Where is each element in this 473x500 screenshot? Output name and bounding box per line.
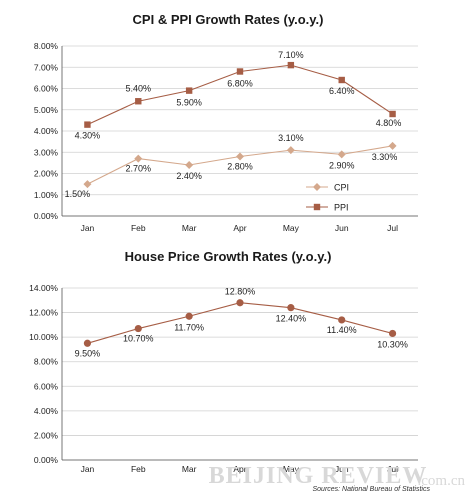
cpi-ppi-ppi-data-label: 6.80% [227,79,253,89]
cpi-ppi-ppi-data-label: 4.30% [75,131,101,141]
cpi-ppi-x-tick-label: Jul [387,223,398,233]
cpi-ppi-y-tick-label: 1.00% [34,190,59,200]
cpi-ppi-ppi-point [84,121,91,128]
cpi-ppi-x-tick-label: Jan [81,223,95,233]
cpi-ppi-ppi-point [135,98,142,105]
house-price-y-tick-label: 8.00% [34,357,59,367]
cpi-ppi-chart: CPI & PPI Growth Rates (y.o.y.) 0.00% 1.00… [34,12,418,233]
cpi-ppi-y-tick-label: 2.00% [34,169,59,179]
cpi-ppi-cpi-data-label: 2.80% [227,162,253,172]
cpi-ppi-x-tick-label: Jun [335,223,349,233]
cpi-ppi-cpi-data-label: 2.40% [176,171,202,181]
house-price-y-tick-label: 0.00% [34,455,59,465]
house-price-series-point [287,304,295,312]
house-price-series-point [338,316,346,324]
house-price-y-tick-label: 2.00% [34,430,59,440]
cpi-ppi-ppi-data-label: 4.80% [376,118,402,128]
house-price-x-tick-label: Jan [81,464,95,474]
cpi-ppi-cpi-point [337,150,346,159]
house-price-series-point [83,339,92,347]
cpi-ppi-x-tick-label: Apr [233,223,246,233]
house-price-y-tick-label: 12.00% [29,308,58,318]
house-price-x-tick-label: Feb [131,464,146,474]
house-price-x-tick-label: Jun [335,464,349,474]
cpi-ppi-ppi-data-label: 6.40% [329,86,355,96]
legend-ppi-label: PPI [334,203,349,213]
cpi-ppi-cpi-data-label: 2.70% [126,164,152,174]
house-price-series-data-label: 9.50% [75,348,101,358]
cpi-ppi-title: CPI & PPI Growth Rates (y.o.y.) [133,12,324,27]
house-price-series-point [185,312,193,320]
cpi-ppi-y-tick-label: 6.00% [34,84,59,94]
house-price-x-tick-label: Jul [387,464,398,474]
house-price-series-data-label: 10.30% [377,339,408,349]
cpi-ppi-ppi-data-label: 5.40% [126,83,152,93]
cpi-ppi-cpi-data-label: 2.90% [329,160,355,170]
source-note: Sources: National Bureau of Statistics [312,486,430,493]
cpi-ppi-y-tick-label: 4.00% [34,126,59,136]
cpi-ppi-ppi-point [389,110,396,118]
house-price-x-tick-label: Mar [182,464,197,474]
house-price-series-data-label: 12.40% [276,314,307,324]
house-price-y-tick-label: 6.00% [34,381,59,391]
house-price-series-point [134,324,142,333]
watermark-brand: BEIJING REVIEW [209,463,428,489]
cpi-ppi-cpi-data-label: 3.10% [278,133,304,143]
cpi-ppi-y-tick-label: 8.00% [34,41,59,51]
house-price-y-tick-label: 10.00% [29,332,58,342]
house-price-series-data-label: 11.40% [327,325,357,335]
cpi-ppi-y-tick-label: 5.00% [34,105,59,115]
cpi-ppi-ppi-data-label: 7.10% [278,50,304,60]
cpi-ppi-y-tick-label: 7.00% [34,62,59,72]
legend-cpi-marker [313,183,321,191]
cpi-ppi-cpi-point [185,161,194,169]
house-price-series-data-label: 10.70% [123,334,154,344]
house-price-x-tick-label: May [283,464,300,474]
cpi-ppi-cpi-point [286,146,295,155]
house-price-series-point [388,329,397,338]
cpi-ppi-cpi-data-label: 3.30% [372,152,398,162]
house-price-y-tick-label: 4.00% [34,406,59,416]
watermark-domain: .com.cn [418,473,466,489]
cpi-ppi-cpi-point [83,180,92,189]
cpi-ppi-cpi-data-label: 1.50% [65,189,91,199]
house-price-series-data-label: 11.70% [174,322,204,332]
cpi-ppi-ppi-point [236,68,244,75]
cpi-ppi-cpi-point [236,152,244,161]
house-price-chart: House Price Growth Rates (y.o.y.) 0.00% 2.… [29,249,418,474]
cpi-ppi-ppi-point [185,87,193,94]
cpi-ppi-x-tick-label: Feb [131,223,146,233]
house-price-series-data-label: 12.80% [225,287,256,297]
cpi-ppi-y-tick-label: 0.00% [34,211,59,221]
house-price-x-tick-label: Apr [233,464,246,474]
house-price-title: House Price Growth Rates (y.o.y.) [125,249,332,264]
cpi-ppi-ppi-data-label: 5.90% [176,98,202,108]
cpi-ppi-x-tick-label: Mar [182,223,197,233]
cpi-ppi-x-tick-label: May [283,223,300,233]
cpi-ppi-ppi-point [338,76,345,84]
house-price-y-tick-label: 14.00% [29,283,58,293]
house-price-series-point [236,299,244,307]
legend-ppi-marker [313,203,321,211]
cpi-ppi-ppi-point [287,61,295,69]
cpi-ppi-cpi-point [388,141,397,150]
cpi-ppi-y-tick-label: 3.00% [34,147,59,157]
legend-cpi-label: CPI [334,183,349,193]
cpi-ppi-cpi-point [134,154,143,163]
